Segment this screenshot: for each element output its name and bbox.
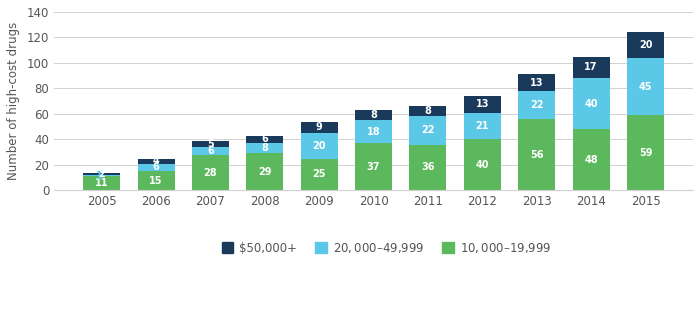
Text: 6: 6 [153,162,160,172]
Text: 13: 13 [530,78,543,88]
Bar [464,139,501,190]
Text: 17: 17 [584,62,598,72]
Bar [138,164,174,171]
Text: 5: 5 [207,139,214,149]
Text: 11: 11 [95,178,108,188]
Text: 37: 37 [367,162,380,172]
Text: 15: 15 [149,176,163,186]
Bar [627,58,664,115]
Bar [573,129,610,190]
Bar [192,147,229,155]
Bar [573,56,610,78]
Text: 22: 22 [421,125,435,135]
Text: 20: 20 [639,40,652,50]
Text: 21: 21 [475,121,489,131]
Bar [518,74,555,91]
Bar [410,144,447,190]
Text: 2: 2 [98,169,105,179]
Text: 8: 8 [370,110,377,120]
Bar [246,135,284,143]
Text: 6: 6 [207,146,214,156]
Bar [464,96,501,113]
Bar [464,113,501,139]
Text: 45: 45 [639,82,652,92]
Text: 18: 18 [367,127,380,137]
Text: 40: 40 [475,160,489,170]
Text: 1: 1 [96,171,102,181]
Text: 4: 4 [153,156,160,166]
Text: 56: 56 [530,150,543,160]
Text: 22: 22 [530,100,543,110]
Text: 13: 13 [475,99,489,109]
Text: 40: 40 [584,99,598,109]
Bar [355,110,392,120]
Bar [301,122,337,133]
Text: 28: 28 [204,168,217,178]
Text: 9: 9 [316,122,323,132]
Text: 36: 36 [421,162,435,172]
Bar [246,153,284,190]
Bar [518,119,555,190]
Text: 25: 25 [312,169,326,180]
Bar [192,155,229,190]
Bar [627,32,664,58]
Bar [410,117,447,144]
Text: 8: 8 [261,143,268,153]
Text: 29: 29 [258,167,272,177]
Text: 59: 59 [639,148,652,158]
Bar [192,141,229,147]
Y-axis label: Number of high-cost drugs: Number of high-cost drugs [7,22,20,180]
Bar [355,143,392,190]
Bar [301,133,337,158]
Text: 8: 8 [424,106,431,116]
Bar [83,175,120,176]
Bar [138,171,174,190]
Legend: $50,000+, $20,000–$49,999, $10,000–$19,999: $50,000+, $20,000–$49,999, $10,000–$19,9… [217,236,556,259]
Bar [301,158,337,190]
Bar [627,115,664,190]
Text: 20: 20 [312,141,326,151]
Bar [518,91,555,119]
Bar [355,120,392,143]
Text: 6: 6 [261,134,268,144]
Bar [138,158,174,164]
Text: 48: 48 [584,155,598,165]
Bar [573,78,610,129]
Bar [83,176,120,190]
Bar [410,106,447,117]
Bar [246,143,284,153]
Bar [83,173,120,175]
